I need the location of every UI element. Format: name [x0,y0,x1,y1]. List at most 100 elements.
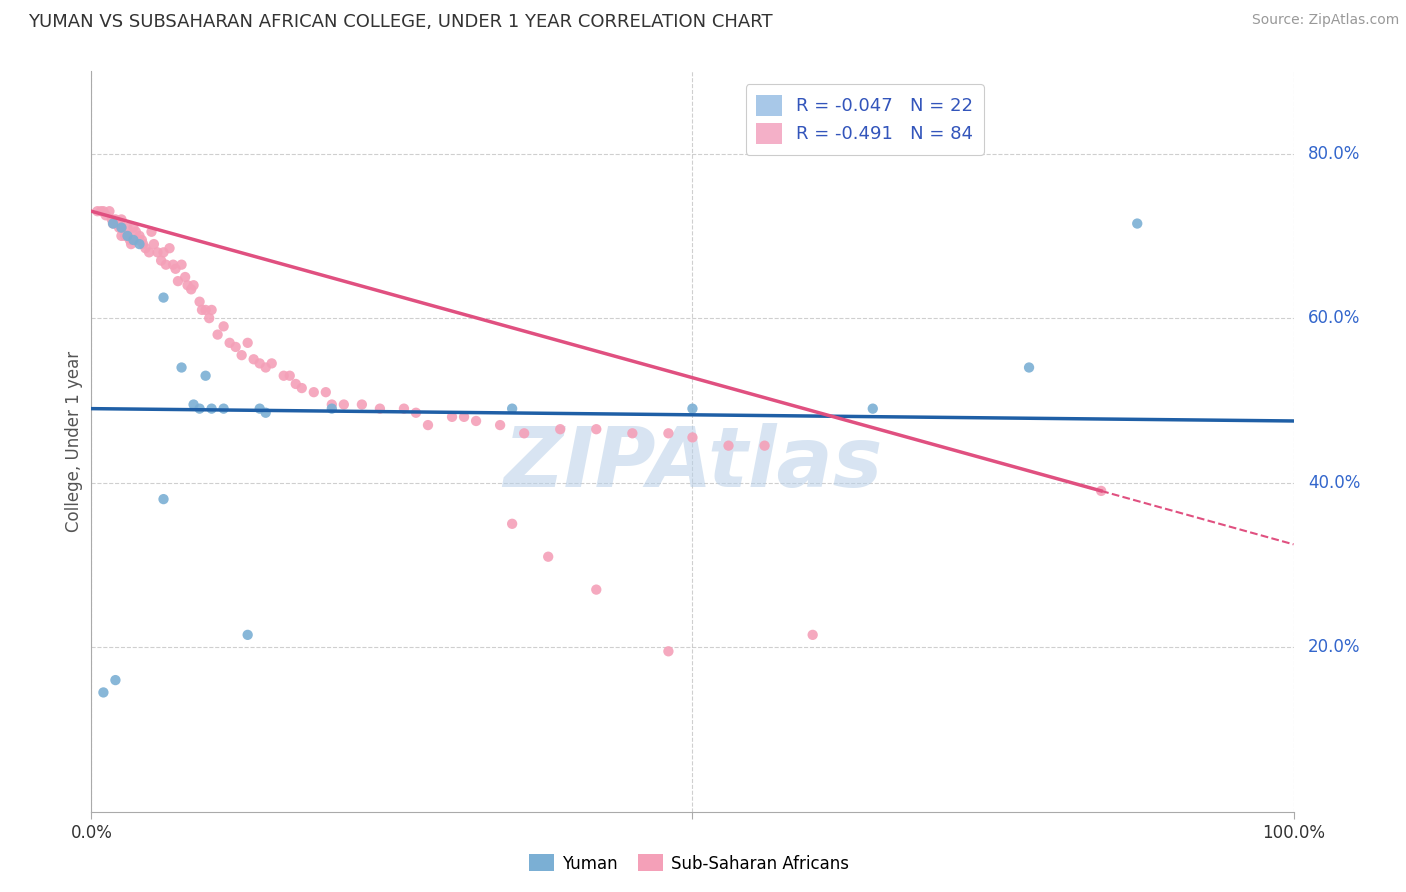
Point [141,225,163,239]
Point [717,439,740,453]
Point [302,385,325,400]
Point [188,401,211,416]
Point [416,418,439,433]
Point [254,360,277,375]
Point [131,233,153,247]
Point [1126,217,1149,231]
Point [465,414,488,428]
Point [321,401,343,416]
Point [165,261,187,276]
Point [284,376,307,391]
Point [537,549,560,564]
Point [142,237,165,252]
Point [128,237,150,252]
Point [176,278,198,293]
Text: YUMAN VS SUBSAHARAN AFRICAN COLLEGE, UNDER 1 YEAR CORRELATION CHART: YUMAN VS SUBSAHARAN AFRICAN COLLEGE, UND… [28,13,773,31]
Point [198,311,221,326]
Point [174,270,197,285]
Point [101,217,124,231]
Point [110,212,132,227]
Point [86,204,108,219]
Point [501,401,523,416]
Point [132,237,155,252]
Point [108,220,131,235]
Point [218,335,240,350]
Text: ZIPAtlas: ZIPAtlas [503,423,882,504]
Point [315,385,337,400]
Point [321,397,343,411]
Point [1090,483,1112,498]
Point [681,430,703,444]
Point [104,212,127,227]
Point [585,582,607,597]
Point [167,274,190,288]
Point [125,233,148,247]
Point [152,291,174,305]
Point [122,233,145,247]
Text: 80.0%: 80.0% [1308,145,1361,162]
Point [170,258,193,272]
Legend: Yuman, Sub-Saharan Africans: Yuman, Sub-Saharan Africans [522,847,856,880]
Point [125,225,148,239]
Point [273,368,295,383]
Point [110,228,132,243]
Point [101,217,124,231]
Point [260,356,283,370]
Point [392,401,415,416]
Point [93,204,115,219]
Point [212,319,235,334]
Point [122,220,145,235]
Point [201,302,224,317]
Point [333,397,356,411]
Point [152,245,174,260]
Point [621,426,644,441]
Text: 20.0%: 20.0% [1308,638,1361,657]
Point [585,422,607,436]
Point [138,245,160,260]
Point [117,228,139,243]
Text: 40.0%: 40.0% [1308,474,1361,491]
Point [207,327,229,342]
Point [212,401,235,416]
Point [118,233,141,247]
Point [128,228,150,243]
Point [183,278,205,293]
Point [134,241,156,255]
Point [513,426,536,441]
Point [146,245,169,260]
Point [117,228,139,243]
Point [170,360,193,375]
Point [254,406,277,420]
Point [242,352,264,367]
Point [1018,360,1040,375]
Point [183,397,205,411]
Point [657,426,679,441]
Point [225,340,247,354]
Point [231,348,253,362]
Point [150,253,173,268]
Point [201,401,224,416]
Point [155,258,177,272]
Point [188,294,211,309]
Point [94,208,117,222]
Text: 60.0%: 60.0% [1308,310,1361,327]
Legend: R = -0.047   N = 22, R = -0.491   N = 84: R = -0.047 N = 22, R = -0.491 N = 84 [745,84,984,154]
Point [191,302,214,317]
Point [194,368,217,383]
Point [162,258,184,272]
Point [110,220,132,235]
Point [801,628,824,642]
Point [107,217,129,231]
Point [152,492,174,507]
Y-axis label: College, Under 1 year: College, Under 1 year [65,351,83,533]
Point [405,406,427,420]
Point [159,241,181,255]
Point [98,204,121,219]
Point [489,418,512,433]
Point [194,302,217,317]
Point [453,409,475,424]
Point [180,282,202,296]
Point [548,422,571,436]
Text: Source: ZipAtlas.com: Source: ZipAtlas.com [1251,13,1399,28]
Point [120,237,142,252]
